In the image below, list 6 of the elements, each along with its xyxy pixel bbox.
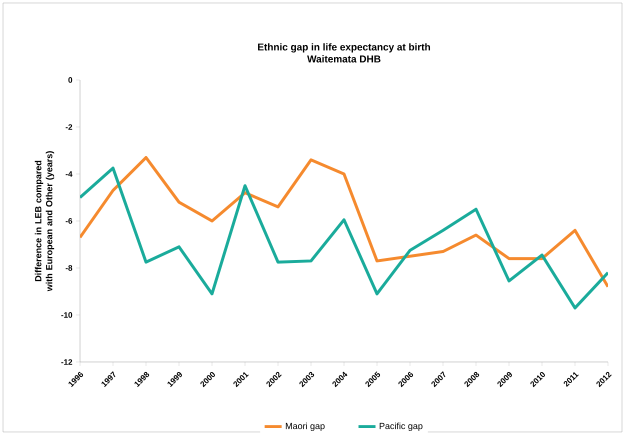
y-axis-title: Difference in LEB compared with European and Other (years) <box>34 151 54 292</box>
legend-label: Maori gap <box>286 422 325 431</box>
chart-subtitle: Waitemata DHB <box>307 55 380 62</box>
chart-title: Ethnic gap in life expectancy at birth <box>258 43 430 53</box>
legend-label: Pacific gap <box>380 422 422 431</box>
line-series <box>80 166 608 310</box>
